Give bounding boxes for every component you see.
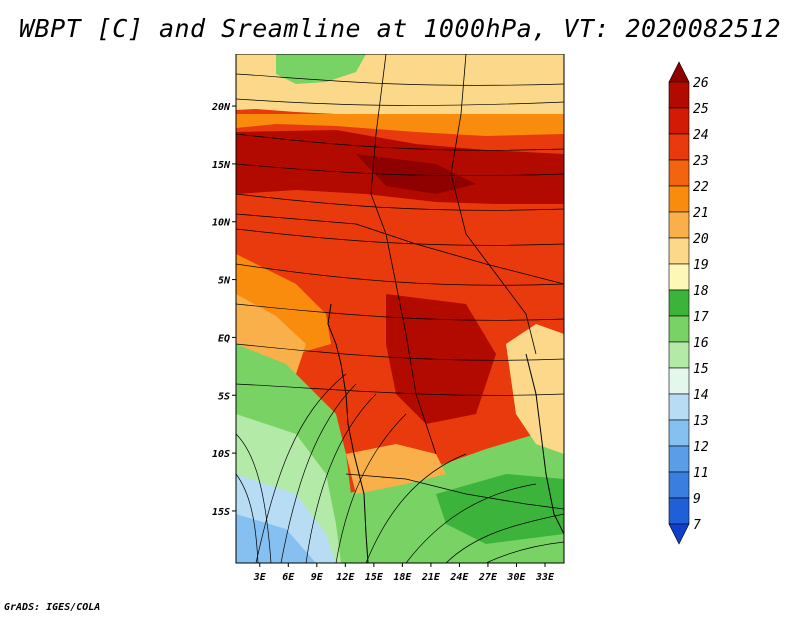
- colorbar-swatch: [668, 445, 690, 473]
- border-line-4: [345, 473, 564, 510]
- lon-tick-label: 15E: [365, 572, 384, 583]
- colorbar-label: 26: [693, 76, 709, 91]
- colorbar-label: 23: [693, 154, 709, 169]
- colorbar-swatch: [668, 341, 690, 369]
- colorbar-swatch: [668, 497, 690, 525]
- field-green-north: [276, 54, 366, 84]
- lon-tick-label: 18E: [393, 572, 412, 583]
- colorbar-label: 14: [693, 388, 709, 403]
- colorbar-swatch: [668, 133, 690, 161]
- colorbar-label: 22: [693, 180, 709, 195]
- field-max-core: [356, 154, 476, 194]
- colorbar-label: 24: [693, 128, 709, 143]
- chart-title: WBPT [C] and Sreamline at 1000hPa, VT: 2…: [18, 14, 781, 43]
- colorbar-label: 15: [693, 362, 709, 377]
- lake-rift: [525, 353, 564, 535]
- colorbar-swatch: [668, 237, 690, 265]
- lon-tick-label: 21E: [421, 572, 441, 583]
- lon-tick-label: 6E: [282, 572, 295, 583]
- footer-credit: GrADS: IGES/COLA: [4, 602, 101, 613]
- border-line-3: [236, 213, 564, 285]
- colorbar-swatch: [668, 393, 690, 421]
- colorbar-swatch: [668, 185, 690, 213]
- lat-tick-label: 10S: [212, 449, 230, 460]
- colorbar-label: 12: [693, 440, 709, 455]
- field-blue-sw: [236, 514, 316, 563]
- field-darkgreen-se: [436, 474, 564, 544]
- lat-tick-label: 15N: [212, 160, 231, 171]
- lat-tick-label: EQ: [218, 333, 230, 344]
- map-field: [236, 54, 564, 563]
- colorbar-label: 25: [693, 102, 709, 117]
- lon-tick-label: 33E: [535, 572, 555, 583]
- colorbar-label: 11: [693, 466, 709, 481]
- lon-tick-label: 12E: [336, 572, 355, 583]
- field-orange-north: [236, 114, 564, 136]
- colorbar-label: 9: [693, 492, 701, 507]
- lat-tick-label: 20N: [211, 102, 231, 113]
- colorbar-label: 17: [693, 310, 709, 325]
- colorbar-swatch: [668, 315, 690, 343]
- lon-tick-label: 3E: [253, 572, 267, 583]
- colorbar-swatch: [668, 263, 690, 291]
- coastline-west: [327, 303, 369, 563]
- colorbar-swatch: [668, 159, 690, 187]
- lat-tick-label: 10N: [212, 218, 231, 229]
- colorbar-label: 21: [693, 206, 709, 221]
- lat-tick-label: 5S: [218, 391, 230, 402]
- colorbar-swatch: [668, 211, 690, 239]
- colorbar-label: 18: [693, 284, 709, 299]
- colorbar-swatch: [668, 61, 690, 83]
- colorbar-swatch: [668, 419, 690, 447]
- field-orange-south: [346, 444, 446, 494]
- colorbar-label: 7: [693, 518, 701, 533]
- colorbar-label: 20: [693, 232, 709, 247]
- border-line-2: [450, 54, 537, 355]
- lon-tick-label: 9E: [311, 572, 324, 583]
- lat-tick-label: 5N: [218, 276, 231, 287]
- colorbar: 26 25 24 23 22 21 20 19 18 17 16 15 14 13 12 11 9 7: [668, 61, 709, 545]
- colorbar-label: 19: [693, 258, 709, 273]
- colorbar-label: 13: [693, 414, 709, 429]
- colorbar-swatch: [668, 81, 690, 109]
- lat-tick-label: 15S: [212, 507, 230, 518]
- field-congo-core: [386, 294, 496, 424]
- lat-axis: 20N 15N 10N 5N EQ 5S 10S 15S: [211, 102, 236, 518]
- colorbar-swatch: [668, 367, 690, 395]
- lon-tick-label: 24E: [449, 572, 469, 583]
- colorbar-swatch: [668, 289, 690, 317]
- colorbar-label: 16: [693, 336, 709, 351]
- colorbar-swatch: [668, 107, 690, 135]
- colorbar-swatch: [668, 471, 690, 499]
- streamlines: [236, 73, 564, 563]
- map-panel: 20N 15N 10N 5N EQ 5S 10S 15S 3E 6E 9E 12E 15E 18E 21E…: [211, 54, 565, 583]
- lon-tick-label: 27E: [478, 572, 498, 583]
- lon-axis: 3E 6E 9E 12E 15E 18E 21E 24E 27E 30E 33E: [253, 563, 555, 583]
- map-frame: [235, 54, 565, 564]
- lon-tick-label: 30E: [506, 572, 526, 583]
- colorbar-swatch: [668, 523, 690, 545]
